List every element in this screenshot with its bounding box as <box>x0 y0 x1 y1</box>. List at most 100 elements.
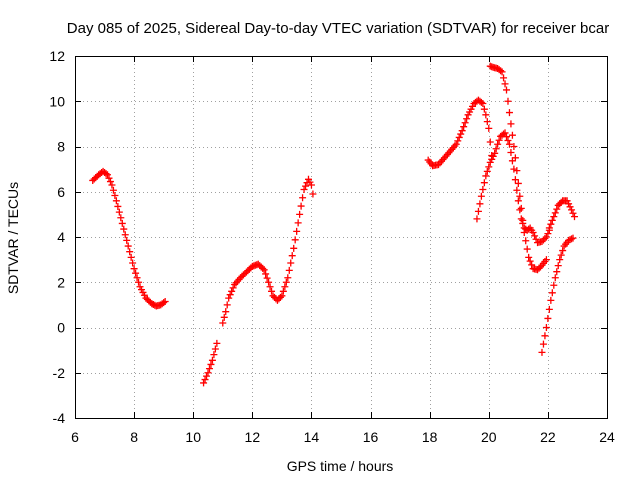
data-point <box>550 213 558 221</box>
data-point <box>489 152 497 160</box>
data-point <box>263 274 271 282</box>
data-point <box>519 216 527 224</box>
data-point <box>486 158 494 166</box>
data-point <box>129 259 137 267</box>
data-point <box>482 172 490 180</box>
data-point <box>528 261 536 269</box>
data-point <box>294 219 302 227</box>
data-point <box>520 228 528 236</box>
data-point <box>127 253 135 261</box>
data-point <box>102 170 110 178</box>
y-tick-label: -2 <box>53 365 66 381</box>
data-point <box>121 231 129 239</box>
data-point <box>290 244 298 252</box>
data-point <box>505 109 513 117</box>
data-point <box>501 129 509 137</box>
data-point <box>222 308 230 316</box>
data-point <box>544 314 552 322</box>
data-point <box>507 149 515 157</box>
data-point <box>523 245 531 253</box>
series-trace-5 <box>473 129 553 247</box>
series-trace-4 <box>424 96 496 170</box>
series-trace-1 <box>89 167 169 310</box>
data-point <box>259 264 267 272</box>
data-point <box>517 204 525 212</box>
data-point <box>109 186 117 194</box>
data-point <box>500 74 508 82</box>
x-tick-label: 22 <box>540 429 556 445</box>
data-point <box>508 131 516 139</box>
x-tick-label: 20 <box>481 429 497 445</box>
x-tick-label: 6 <box>71 429 79 445</box>
data-point <box>566 203 574 211</box>
data-point <box>483 118 491 126</box>
series-trace-7 <box>545 197 578 232</box>
data-point <box>205 365 213 373</box>
data-point <box>112 197 120 205</box>
data-point <box>483 167 491 175</box>
data-point <box>485 124 493 132</box>
data-point <box>548 216 556 224</box>
data-point <box>108 181 116 189</box>
data-point <box>485 163 493 171</box>
data-point <box>211 345 219 353</box>
series-trace-2 <box>200 339 221 387</box>
data-point <box>492 145 500 153</box>
data-point <box>568 206 576 214</box>
data-point <box>262 270 270 278</box>
data-point <box>106 178 114 186</box>
x-tick-label: 8 <box>130 429 138 445</box>
data-point <box>204 369 212 377</box>
data-point <box>210 351 218 359</box>
data-point <box>117 214 125 222</box>
data-point <box>287 259 295 267</box>
data-point <box>504 136 512 144</box>
data-point <box>132 269 140 277</box>
data-point <box>553 268 561 276</box>
data-point <box>570 213 578 221</box>
data-point <box>511 176 519 184</box>
y-tick-label: 6 <box>57 184 65 200</box>
grid-lines <box>75 56 607 418</box>
data-point <box>120 225 128 233</box>
data-point <box>547 220 555 228</box>
data-point <box>507 120 515 128</box>
data-point <box>505 140 513 148</box>
data-point <box>457 130 465 138</box>
data-point <box>547 296 555 304</box>
y-tick-label: 10 <box>49 93 65 109</box>
data-point <box>203 372 211 380</box>
data-point <box>501 80 509 88</box>
data-point <box>486 138 494 146</box>
data-point <box>213 339 221 347</box>
data-point <box>284 274 292 282</box>
data-point <box>226 291 234 299</box>
data-point <box>276 293 284 301</box>
y-axis-label: SDTVAR / TECUs <box>5 182 21 294</box>
data-point <box>551 209 559 217</box>
data-point <box>200 379 208 387</box>
data-point <box>300 185 308 193</box>
data-point <box>473 215 481 223</box>
data-point <box>135 278 143 286</box>
x-tick-label: 14 <box>304 429 320 445</box>
x-tick-label: 16 <box>363 429 379 445</box>
data-point <box>278 292 286 300</box>
data-point <box>511 154 519 162</box>
data-point <box>477 192 485 200</box>
data-point <box>476 200 484 208</box>
data-point <box>297 202 305 210</box>
data-point <box>514 197 522 205</box>
data-point <box>510 143 518 150</box>
data-point <box>291 236 299 244</box>
data-point <box>482 111 490 119</box>
data-point <box>111 192 119 200</box>
data-point <box>160 299 168 307</box>
data-point <box>223 301 231 309</box>
data-point <box>285 266 293 274</box>
x-tick-label: 18 <box>422 429 438 445</box>
x-tick-label: 24 <box>599 429 615 445</box>
data-point <box>161 297 169 305</box>
